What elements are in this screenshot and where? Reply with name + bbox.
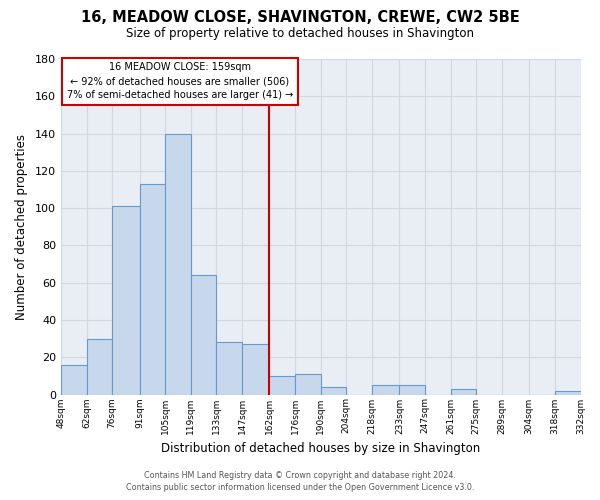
Bar — [555, 391, 581, 394]
Text: 16, MEADOW CLOSE, SHAVINGTON, CREWE, CW2 5BE: 16, MEADOW CLOSE, SHAVINGTON, CREWE, CW2… — [80, 10, 520, 25]
Bar — [86, 338, 112, 394]
Bar — [61, 364, 86, 394]
Bar — [191, 275, 217, 394]
Bar — [217, 342, 242, 394]
Bar — [269, 376, 295, 394]
Bar — [372, 385, 400, 394]
Bar — [400, 385, 425, 394]
Bar — [165, 134, 191, 394]
X-axis label: Distribution of detached houses by size in Shavington: Distribution of detached houses by size … — [161, 442, 481, 455]
Bar — [295, 374, 321, 394]
Bar — [451, 389, 476, 394]
Text: 16 MEADOW CLOSE: 159sqm
← 92% of detached houses are smaller (506)
7% of semi-de: 16 MEADOW CLOSE: 159sqm ← 92% of detache… — [67, 62, 293, 100]
Y-axis label: Number of detached properties: Number of detached properties — [15, 134, 28, 320]
Text: Contains HM Land Registry data © Crown copyright and database right 2024.
Contai: Contains HM Land Registry data © Crown c… — [126, 471, 474, 492]
Bar — [112, 206, 140, 394]
Bar — [140, 184, 165, 394]
Bar — [321, 387, 346, 394]
Text: Size of property relative to detached houses in Shavington: Size of property relative to detached ho… — [126, 28, 474, 40]
Bar — [242, 344, 269, 395]
